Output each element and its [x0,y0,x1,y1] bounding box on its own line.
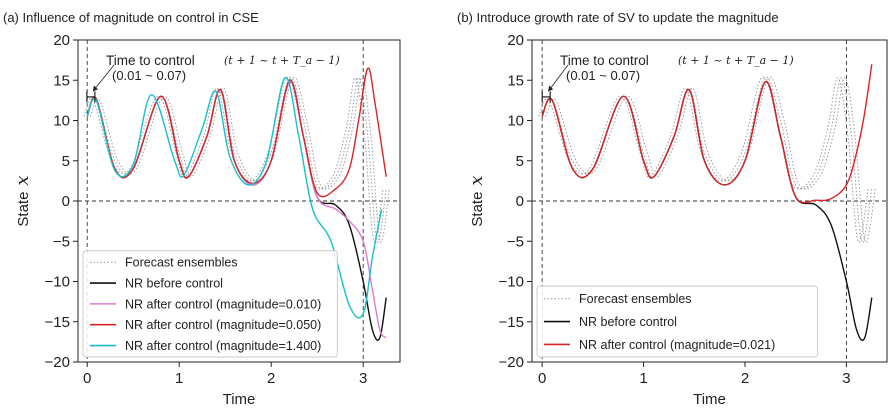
series-line-forecast-ensembles [86,76,387,243]
legend: Forecast ensembles NR before control NR af… [536,285,818,358]
chart-panel-b: (b) Introduce growth rate of SV to updat… [457,10,888,408]
y-tick-label: −10 [45,274,70,291]
series-group [538,64,876,341]
annotation-arrow-head [92,85,98,92]
legend-label: Forecast ensembles [579,292,692,306]
series-line-forecast-ensembles [83,76,384,243]
x-tick-label: 2 [267,370,275,387]
y-axis-label-word: State [469,192,486,227]
series-group [83,67,390,341]
annotation-text: Time to control [106,53,195,68]
y-axis-label-symbol: x [466,175,487,185]
series-line-nr-after-control-magnitude-1-400 [86,77,383,319]
series-line-forecast-ensembles [545,76,876,243]
annotation-formula: (t + 1 ~ t + T_a − 1) [678,54,794,67]
legend-box [82,250,338,358]
y-tick-label: −5 [53,233,70,250]
legend-label: NR before control [579,315,677,329]
legend-label: NR after control (magnitude=1.400) [125,339,321,353]
chart-panel-a: (a) Influence of magnitude on control in… [3,10,401,408]
y-tick-label: −10 [499,274,524,291]
y-tick-label: 15 [507,72,524,89]
x-tick-label: 1 [175,370,183,387]
y-tick-label: 15 [53,72,70,89]
y-tick-label: 20 [53,32,70,49]
y-tick-label: 20 [507,32,524,49]
legend-label: NR before control [125,277,223,291]
series-line-forecast-ensembles [541,76,873,243]
annotation-arrow-line [547,64,569,92]
y-axis-label-symbol: x [12,175,33,185]
series-line-nr-after-control-magnitude-0-050 [86,67,387,198]
legend: Forecast ensembles NR before control NR af… [82,250,338,358]
y-tick-label: 0 [62,193,70,210]
y-tick-label: 5 [62,153,70,170]
y-tick-label: −5 [507,233,524,250]
y-tick-label: 0 [516,193,524,210]
x-tick-label: 2 [741,370,749,387]
annotation-text: Time to control [560,53,649,68]
series-line-nr-after-control-magnitude-0-021 [541,64,873,204]
annotation-arrow-head [548,85,554,92]
annotation-formula: (t + 1 ~ t + T_a − 1) [224,54,340,67]
x-tick-label: 3 [842,370,850,387]
control-annotation: Time to control (t + 1 ~ t + T_a − 1) (0.0… [541,53,794,103]
x-axis-label: Time [693,391,726,408]
legend-label: NR after control (magnitude=0.010) [125,297,321,311]
chart-title: (a) Influence of magnitude on control in… [3,10,259,25]
y-axis-label: State x [12,175,33,226]
x-axis-label: Time [223,391,256,408]
x-tick-label: 0 [83,370,91,387]
y-tick-label: 10 [53,113,70,130]
chart-title: (b) Introduce growth rate of SV to updat… [457,10,779,25]
series-line-forecast-ensembles [89,76,390,243]
y-tick-label: −15 [499,314,524,331]
x-tick-label: 0 [538,370,546,387]
y-tick-label: 10 [507,113,524,130]
series-line-forecast-ensembles [538,76,869,243]
y-tick-label: −15 [45,314,70,331]
y-tick-label: 5 [516,153,524,170]
legend-label: NR after control (magnitude=0.050) [125,318,321,332]
legend-label: NR after control (magnitude=0.021) [579,338,775,352]
legend-label: Forecast ensembles [125,256,238,270]
control-annotation: Time to control (t + 1 ~ t + T_a − 1) (0.0… [86,53,340,103]
y-tick-label: −20 [499,354,524,371]
annotation-range: (0.01 ~ 0.07) [566,68,640,83]
annotation-arrow-line [92,64,115,92]
y-axis-label-word: State [15,192,32,227]
y-tick-label: −20 [45,354,70,371]
legend-box [536,285,818,358]
x-tick-label: 1 [639,370,647,387]
annotation-range: (0.01 ~ 0.07) [112,68,186,83]
x-tick-label: 3 [359,370,367,387]
y-axis-label: State x [466,175,487,226]
